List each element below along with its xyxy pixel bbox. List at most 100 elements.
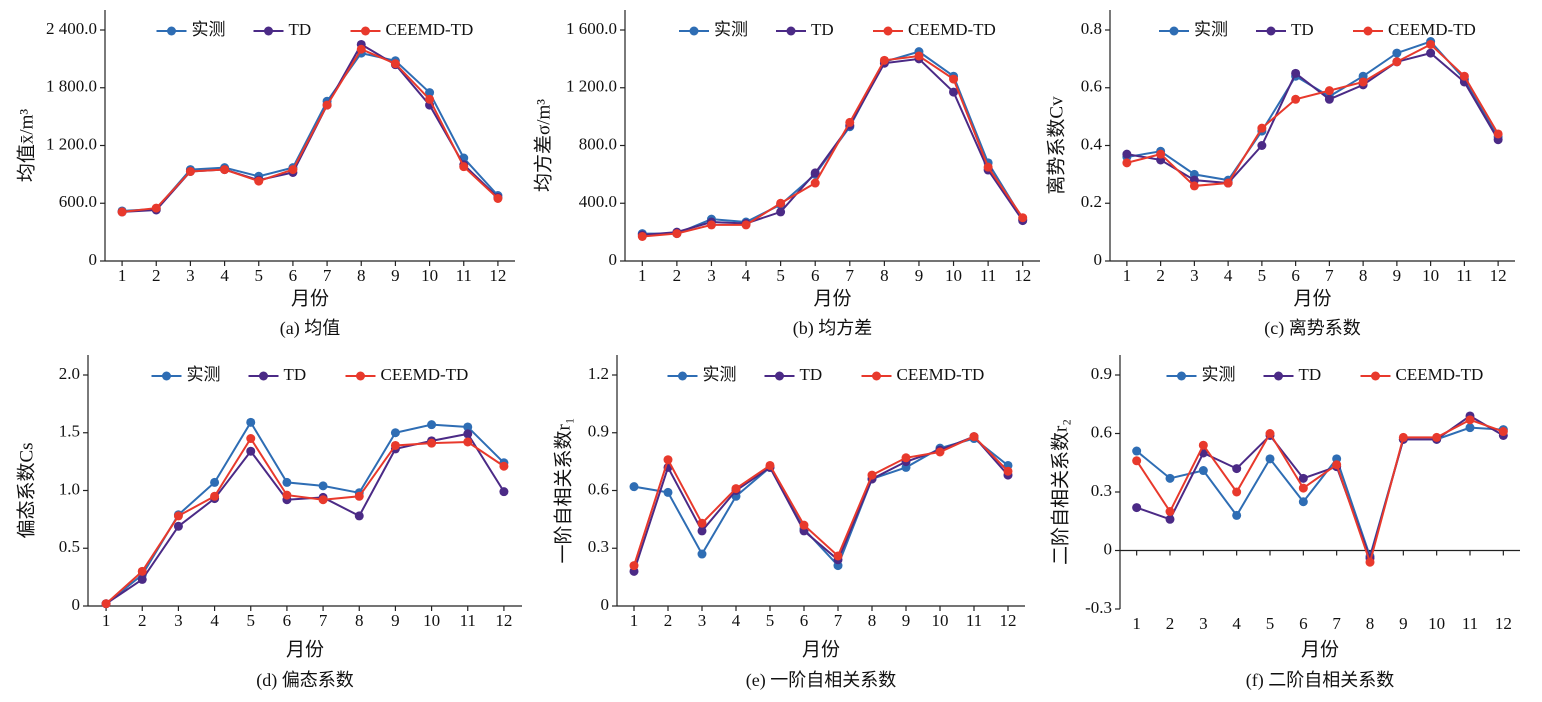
legend-marker bbox=[167, 26, 176, 36]
point bbox=[776, 198, 786, 208]
point bbox=[246, 446, 256, 456]
point bbox=[356, 44, 366, 54]
legend-label: 实测 bbox=[1202, 365, 1236, 384]
point bbox=[867, 470, 877, 480]
x-tick-label: 5 bbox=[766, 611, 775, 630]
legend-marker bbox=[872, 371, 881, 381]
legend-marker bbox=[786, 26, 796, 36]
x-tick-label: 6 bbox=[811, 266, 820, 285]
legend-label: TD bbox=[1299, 365, 1322, 384]
point bbox=[983, 162, 993, 172]
point bbox=[322, 100, 332, 110]
legend-marker bbox=[1177, 371, 1186, 381]
point bbox=[901, 453, 911, 463]
series-line bbox=[1136, 414, 1504, 562]
y-axis-label: 一阶自相关系数r₁ bbox=[552, 418, 574, 564]
y-tick-label: 1 200.0 bbox=[566, 77, 617, 96]
series-line bbox=[121, 47, 499, 213]
point bbox=[137, 574, 147, 584]
subtitle: (d) 偏态系数 bbox=[256, 670, 354, 691]
y-tick-label: 0.2 bbox=[1081, 192, 1102, 211]
point bbox=[185, 166, 195, 176]
point bbox=[799, 520, 809, 530]
y-tick-label: 0.4 bbox=[1081, 134, 1103, 153]
legend-item: TD bbox=[1256, 20, 1314, 39]
point bbox=[969, 432, 979, 442]
point bbox=[1291, 94, 1301, 104]
series-line bbox=[642, 54, 1024, 238]
point bbox=[354, 491, 364, 501]
y-tick-label: 1 800.0 bbox=[46, 77, 97, 96]
point bbox=[1132, 503, 1142, 513]
subtitle: (c) 离势系数 bbox=[1264, 318, 1360, 339]
x-tick-label: 12 bbox=[1490, 266, 1507, 285]
point bbox=[1122, 149, 1132, 159]
x-tick-label: 4 bbox=[220, 266, 229, 285]
y-axis-label: 二阶自相关系数r₂ bbox=[1049, 419, 1071, 565]
x-tick-label: 11 bbox=[980, 266, 996, 285]
point bbox=[1156, 149, 1166, 159]
x-tick-label: 9 bbox=[1393, 266, 1402, 285]
point bbox=[1232, 464, 1242, 474]
point bbox=[949, 74, 959, 84]
point bbox=[663, 487, 673, 497]
legend-item: TD bbox=[248, 365, 306, 384]
point bbox=[1358, 77, 1368, 87]
point bbox=[637, 231, 647, 241]
point bbox=[1392, 57, 1402, 67]
point bbox=[697, 518, 707, 528]
x-tick-label: 10 bbox=[1428, 614, 1445, 633]
point bbox=[833, 551, 843, 561]
x-tick-label: 12 bbox=[489, 266, 506, 285]
x-tick-label: 4 bbox=[210, 611, 219, 630]
series-line bbox=[642, 50, 1024, 235]
x-tick-label: 7 bbox=[846, 266, 855, 285]
legend-marker bbox=[1371, 371, 1380, 381]
x-tick-label: 3 bbox=[174, 611, 183, 630]
legend-label: CEEMD-TD bbox=[1388, 20, 1476, 39]
y-tick-label: 2.0 bbox=[59, 364, 80, 383]
legend-label: CEEMD-TD bbox=[1396, 365, 1484, 384]
x-tick-label: 7 bbox=[1332, 614, 1341, 633]
point bbox=[629, 561, 639, 571]
y-axis-label: 离势系数Cv bbox=[1045, 96, 1067, 195]
legend-marker bbox=[1363, 26, 1373, 36]
x-tick-label: 6 bbox=[1299, 614, 1308, 633]
x-tick-label: 12 bbox=[1495, 614, 1512, 633]
point bbox=[697, 526, 707, 536]
legend-item: CEEMD-TD bbox=[1360, 365, 1484, 384]
legend-marker bbox=[775, 371, 784, 381]
series-line bbox=[633, 435, 1009, 572]
legend-item: 实测 bbox=[156, 20, 226, 39]
point bbox=[1189, 181, 1199, 191]
point bbox=[425, 94, 435, 104]
x-tick-label: 1 bbox=[638, 266, 647, 285]
x-tick-label: 7 bbox=[319, 611, 328, 630]
point bbox=[1198, 466, 1208, 476]
x-tick-label: 9 bbox=[915, 266, 924, 285]
point bbox=[1426, 39, 1436, 49]
point bbox=[765, 460, 775, 470]
y-tick-label: 0.6 bbox=[588, 479, 609, 498]
x-tick-label: 5 bbox=[1258, 266, 1267, 285]
legend-label: 实测 bbox=[192, 20, 226, 39]
y-axis-label: 均方差σ/m³ bbox=[532, 99, 554, 192]
legend-item: TD bbox=[776, 20, 834, 39]
point bbox=[463, 429, 473, 439]
point bbox=[246, 417, 256, 427]
point bbox=[914, 51, 924, 61]
point bbox=[949, 87, 959, 97]
x-axis-label: 月份 bbox=[291, 287, 329, 309]
legend-label: CEEMD-TD bbox=[381, 365, 469, 384]
point bbox=[210, 477, 220, 487]
point bbox=[463, 422, 473, 432]
point bbox=[741, 220, 751, 230]
point bbox=[845, 117, 855, 127]
point bbox=[1459, 71, 1469, 81]
x-tick-label: 11 bbox=[966, 611, 982, 630]
point bbox=[459, 162, 469, 172]
x-tick-label: 5 bbox=[1266, 614, 1275, 633]
